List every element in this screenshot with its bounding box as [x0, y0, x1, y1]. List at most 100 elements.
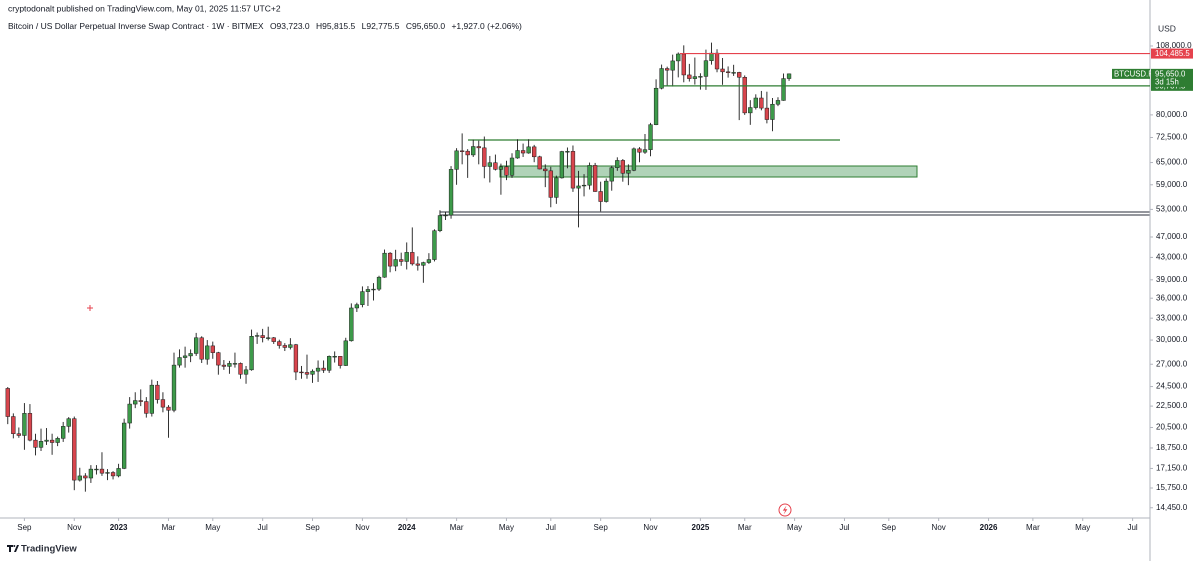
- candle-body: [44, 439, 49, 442]
- candle-body: [493, 162, 498, 170]
- candle-body: [676, 53, 681, 62]
- candle-body: [360, 291, 365, 305]
- candle-body: [515, 150, 520, 159]
- y-tick-label: 59,000.0: [1156, 180, 1188, 189]
- candle-body: [177, 357, 182, 366]
- y-tick-label: 108,000.0: [1156, 41, 1192, 50]
- y-tick-label: 15,750.0: [1156, 483, 1188, 492]
- symbol-legend: Bitcoin / US Dollar Perpetual Inverse Sw…: [8, 21, 522, 31]
- x-tick-label: Sep: [305, 523, 320, 532]
- candle-body: [565, 151, 570, 153]
- candle-body: [11, 416, 16, 434]
- x-tick-label: Jul: [1127, 523, 1137, 532]
- candle-body: [55, 438, 60, 443]
- candle-body: [349, 307, 354, 342]
- candle-body: [437, 215, 443, 231]
- candle-body: [38, 441, 44, 448]
- y-tick-label: 24,500.0: [1156, 382, 1188, 391]
- candle-body: [725, 71, 731, 73]
- last-price-badge: [1151, 68, 1193, 87]
- candle-body: [532, 146, 537, 158]
- last-price-label: 95,650.0: [1155, 69, 1186, 78]
- candle-body: [432, 230, 437, 260]
- candle-body: [520, 150, 526, 154]
- y-tick-label: 22,500.0: [1156, 401, 1188, 410]
- demand-zone: [499, 165, 918, 178]
- candle-body: [199, 337, 204, 360]
- candle-body: [160, 399, 166, 408]
- candle-body: [703, 60, 709, 77]
- symbol: Bitcoin / US Dollar Perpetual Inverse Sw…: [8, 21, 264, 31]
- candle-body: [327, 356, 332, 371]
- candle-body: [742, 76, 747, 114]
- candle-body: [371, 288, 376, 291]
- candle-body: [332, 356, 337, 358]
- y-tick-label: 14,450.0: [1156, 503, 1188, 512]
- candle-body: [731, 72, 736, 74]
- candle-body: [709, 52, 714, 61]
- y-tick-label: 43,000.0: [1156, 253, 1188, 262]
- candle-body: [737, 72, 742, 78]
- y-tick-label: 20,500.0: [1156, 423, 1188, 432]
- candle-body: [626, 170, 631, 174]
- x-tick-label: May: [1075, 523, 1090, 532]
- candle-body: [598, 191, 603, 202]
- candle-body: [304, 372, 310, 375]
- candle-body: [587, 165, 592, 186]
- candle-body: [543, 168, 548, 172]
- candle-body: [343, 340, 348, 366]
- candle-body: [382, 252, 387, 278]
- candle-body: [570, 151, 576, 189]
- open-value: O93,723.0: [270, 21, 310, 31]
- x-tick-label: Nov: [643, 523, 657, 532]
- candle-body: [498, 166, 504, 170]
- candle-body: [454, 150, 459, 170]
- candle-body: [27, 413, 33, 441]
- candle-body: [476, 146, 481, 149]
- candle-body: [315, 367, 321, 372]
- event-icon[interactable]: [778, 503, 792, 517]
- candle-body: [526, 146, 531, 154]
- candle-body: [288, 344, 293, 348]
- candle-body: [277, 341, 282, 346]
- ticker-label: BTCUSD.P: [1114, 69, 1153, 78]
- countdown-label: 3d 15h: [1155, 77, 1179, 86]
- candle-body: [687, 74, 692, 79]
- candle-body: [448, 169, 454, 216]
- candle-body: [155, 384, 160, 400]
- x-tick-label: May: [499, 523, 514, 532]
- candle-body: [243, 369, 249, 375]
- candle-body: [581, 184, 587, 187]
- candle-body: [537, 156, 542, 170]
- candle-body: [249, 336, 254, 371]
- candle-body: [144, 401, 149, 414]
- candle-body: [781, 78, 786, 101]
- byline: cryptodonalt published on TradingView.co…: [8, 3, 281, 13]
- candle-body: [238, 363, 243, 375]
- x-tick-label: Jul: [258, 523, 268, 532]
- candle-body: [592, 165, 598, 192]
- candle-body: [748, 107, 753, 114]
- x-tick-label: Jul: [839, 523, 849, 532]
- candle-body: [121, 422, 127, 469]
- candle-body: [764, 107, 770, 120]
- candle-body: [232, 363, 238, 365]
- candle-body: [665, 68, 670, 71]
- candle-body: [205, 345, 210, 360]
- candle-body: [714, 52, 720, 70]
- brand-name[interactable]: TradingView: [21, 544, 77, 555]
- x-tick-label: Sep: [17, 523, 32, 532]
- candle-body: [604, 180, 609, 202]
- candle-body: [310, 370, 315, 375]
- brand-logo[interactable]: TradingView: [7, 544, 77, 555]
- candle-body: [5, 388, 10, 417]
- y-tick-label: 33,000.0: [1156, 313, 1188, 322]
- y-tick-label: 17,150.0: [1156, 464, 1188, 473]
- candle-body: [615, 160, 620, 168]
- y-tick-label: 27,000.0: [1156, 359, 1188, 368]
- y-tick-label: 65,000.0: [1156, 158, 1188, 167]
- close-value: C95,650.0: [406, 21, 445, 31]
- candle-body: [410, 252, 415, 265]
- candle-body: [759, 97, 764, 109]
